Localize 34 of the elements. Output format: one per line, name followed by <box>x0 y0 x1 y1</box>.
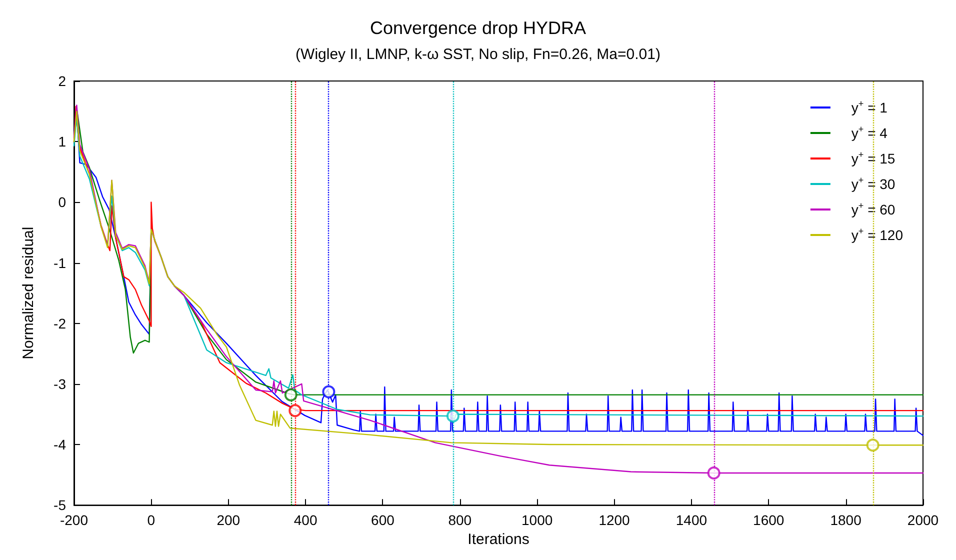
point <box>284 388 298 402</box>
point <box>866 438 880 452</box>
point <box>322 385 336 398</box>
x-tick-label: 1400 <box>676 512 708 528</box>
x-tick-label: 600 <box>371 512 395 528</box>
y-tick-label: -1 <box>54 254 66 271</box>
legend-label: y+ = 120 <box>851 226 904 243</box>
y-tick-label: 0 <box>58 194 66 210</box>
y-tick-label: 2 <box>58 73 66 89</box>
legend-label: y+ = 60 <box>851 200 896 218</box>
point <box>707 466 720 480</box>
y-tick-label: -3 <box>54 376 66 392</box>
chart-subtitle: (Wigley II, LMNP, k-ω SST, No slip, Fn=0.26, Ma=0.01) <box>296 46 660 63</box>
x-tick-label: 400 <box>294 512 318 528</box>
x-tick-label: -200 <box>60 512 88 528</box>
x-tick-label: 2000 <box>907 512 939 528</box>
x-tick-label: 0 <box>147 512 156 528</box>
x-tick-label: 200 <box>216 512 240 528</box>
y-axis-title: Normalized residual <box>20 226 37 360</box>
x-tick-label: 800 <box>448 512 472 528</box>
legend-label: y+ = 30 <box>851 175 896 192</box>
chart-title: Convergence drop HYDRA <box>370 18 586 38</box>
x-axis-title: Iterations <box>468 531 530 548</box>
x-tick-label: 1200 <box>598 512 630 528</box>
legend-label: y+ = 15 <box>851 150 896 166</box>
y-tick-label: -4 <box>54 436 66 453</box>
x-tick-label: 1600 <box>753 512 784 528</box>
point <box>446 410 460 423</box>
y-tick-label: 1 <box>58 134 66 150</box>
x-tick-label: 1000 <box>522 512 553 528</box>
y-tick-label: -5 <box>54 497 66 514</box>
point <box>288 404 302 418</box>
y-tick-label: -2 <box>54 315 66 332</box>
x-tick-label: 1800 <box>830 512 862 528</box>
